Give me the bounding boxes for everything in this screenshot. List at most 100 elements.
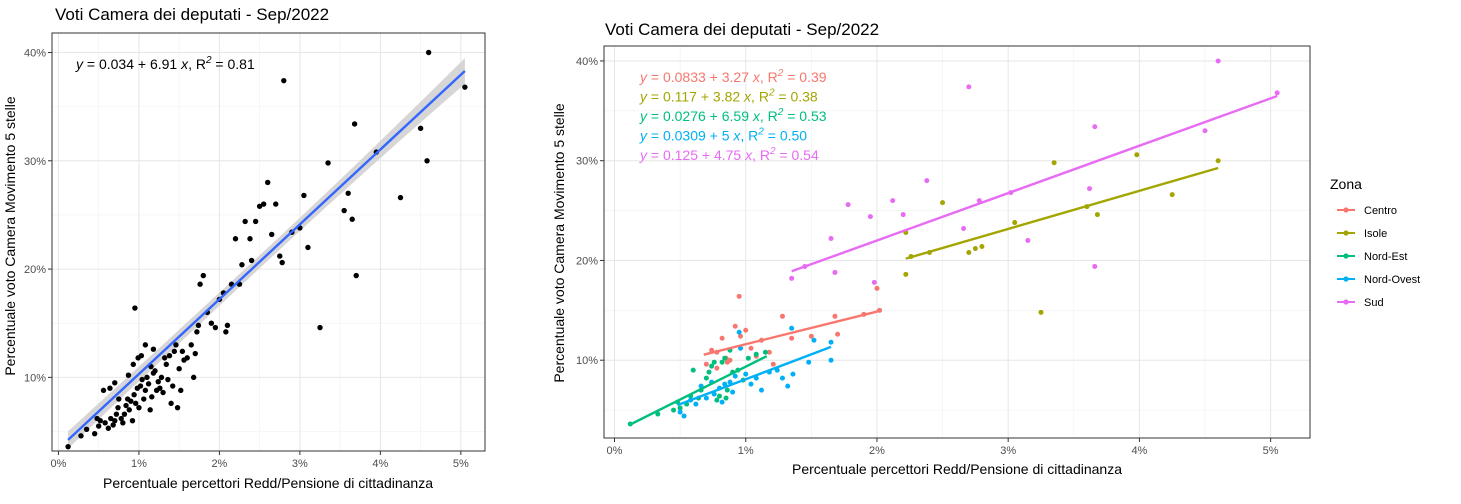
data-point bbox=[155, 378, 161, 385]
x-tick-label: 3% bbox=[1000, 445, 1016, 457]
data-point-sud bbox=[1092, 263, 1098, 269]
data-point bbox=[166, 353, 173, 359]
data-point-isole bbox=[1215, 158, 1221, 164]
legend-label-nord-ovest: Nord-Ovest bbox=[1364, 274, 1420, 286]
data-point bbox=[195, 322, 202, 329]
data-point-sud bbox=[828, 236, 834, 242]
eq-sup: 2 bbox=[768, 88, 775, 99]
data-point bbox=[160, 389, 166, 396]
data-point-nord-ovest bbox=[828, 357, 834, 363]
eq-sup: 2 bbox=[769, 146, 776, 157]
x-tick-label: 2% bbox=[869, 445, 885, 457]
data-point-isole bbox=[979, 243, 985, 249]
data-point bbox=[301, 192, 307, 199]
chart-right-ylabel: Percentuale voto Camera Movimento 5 stel… bbox=[551, 103, 567, 383]
data-point bbox=[397, 194, 404, 201]
chart-left-title: Voti Camera dei deputati - Sep/2022 bbox=[55, 5, 329, 24]
chart-left-y-ticks: 10% 20% 30% 40% bbox=[24, 47, 52, 384]
data-point bbox=[260, 201, 267, 207]
x-tick-label: 4% bbox=[1131, 445, 1147, 457]
data-point-nord-ovest bbox=[811, 337, 817, 343]
data-point-nord-ovest bbox=[693, 401, 699, 407]
data-point-nord-est bbox=[719, 359, 725, 365]
fit-line bbox=[67, 70, 466, 441]
chart-right-x-ticks: 0% 1% 2% 3% 4% 5% bbox=[607, 438, 1279, 457]
data-point-centro bbox=[835, 331, 841, 337]
data-point-nord-est bbox=[714, 397, 720, 403]
data-point-centro bbox=[808, 333, 814, 339]
data-point-nord-est bbox=[762, 349, 768, 355]
y-tick-label: 10% bbox=[24, 372, 46, 384]
data-point-centro bbox=[779, 313, 785, 319]
data-point-centro bbox=[743, 327, 749, 333]
data-point-nord-ovest bbox=[722, 381, 728, 387]
panel-background bbox=[604, 46, 1310, 438]
x-tick-label: 0% bbox=[607, 445, 623, 457]
fit-line-isole bbox=[905, 166, 1219, 260]
data-point bbox=[188, 342, 194, 348]
data-point bbox=[137, 383, 144, 389]
data-point bbox=[130, 361, 136, 368]
data-point bbox=[120, 420, 126, 426]
eq-mid: = 0.125 + 4.75 bbox=[647, 147, 745, 163]
eq-mid: = 0.0276 + 6.59 bbox=[647, 108, 753, 124]
data-point-sud bbox=[832, 269, 838, 275]
data-point-nord-ovest bbox=[703, 395, 709, 401]
data-point-nord-ovest bbox=[806, 359, 812, 365]
eq-mid: = 0.0833 + 3.27 bbox=[647, 69, 753, 85]
data-point-nord-ovest bbox=[758, 387, 764, 393]
data-point-nord-est bbox=[655, 411, 661, 417]
chart-right-panel-border bbox=[603, 45, 1311, 439]
eq-r: , R bbox=[760, 69, 778, 85]
data-point-isole bbox=[940, 200, 946, 206]
data-point-centro bbox=[770, 361, 776, 367]
data-point bbox=[341, 207, 347, 214]
data-point-centro bbox=[703, 361, 709, 367]
data-point bbox=[281, 77, 287, 84]
data-point-sud bbox=[1274, 90, 1280, 96]
data-point bbox=[131, 391, 137, 398]
legend-swatch-point bbox=[1343, 276, 1349, 282]
legend-label-isole: Isole bbox=[1364, 228, 1387, 240]
chart-left: Voti Camera dei deputati - Sep/2022 Perc… bbox=[2, 5, 486, 491]
data-point bbox=[200, 272, 207, 279]
data-point bbox=[197, 281, 203, 287]
data-point-nord-ovest bbox=[790, 371, 796, 377]
data-point bbox=[110, 422, 116, 428]
data-point-centro bbox=[748, 345, 754, 351]
data-point bbox=[165, 376, 171, 383]
data-point-sud bbox=[1202, 128, 1208, 134]
data-point bbox=[138, 353, 145, 359]
equation-isole: y = 0.117 + 3.82 x, R2 = 0.38 bbox=[639, 88, 818, 105]
data-point bbox=[256, 203, 263, 209]
eq-r: , R bbox=[740, 128, 758, 144]
data-point bbox=[126, 407, 132, 413]
data-point-sud bbox=[845, 202, 851, 208]
data-point bbox=[158, 374, 165, 381]
chart-left-x-ticks: 0% 1% 2% 3% 4% 5% bbox=[50, 451, 469, 470]
data-point-centro bbox=[766, 349, 772, 355]
data-point-isole bbox=[903, 271, 909, 277]
legend-label-sud: Sud bbox=[1364, 297, 1384, 309]
data-point bbox=[277, 253, 283, 259]
data-point bbox=[248, 257, 255, 264]
eq-r: , R bbox=[751, 89, 769, 105]
data-point bbox=[171, 348, 178, 355]
data-point bbox=[108, 415, 114, 422]
data-point-nord-ovest bbox=[732, 373, 738, 379]
data-point-sud bbox=[867, 214, 873, 220]
data-point-nord-est bbox=[706, 369, 712, 375]
x-tick-label: 5% bbox=[453, 458, 469, 470]
eq-r: , R bbox=[760, 108, 778, 124]
data-point bbox=[125, 372, 132, 378]
eq-r: , R bbox=[752, 147, 770, 163]
data-point bbox=[176, 365, 182, 372]
eq-end: = 0.50 bbox=[764, 128, 807, 144]
eq-sup: 2 bbox=[757, 127, 764, 138]
legend-label-nord-est: Nord-Est bbox=[1364, 251, 1407, 263]
eq-sup: 2 bbox=[777, 68, 784, 79]
chart-right-legend: Zona Centro Isole Nord-Est Nord-Ovest Sud bbox=[1330, 176, 1420, 309]
data-point-centro bbox=[874, 285, 880, 291]
data-point-nord-ovest bbox=[743, 371, 749, 377]
data-point bbox=[141, 396, 147, 402]
